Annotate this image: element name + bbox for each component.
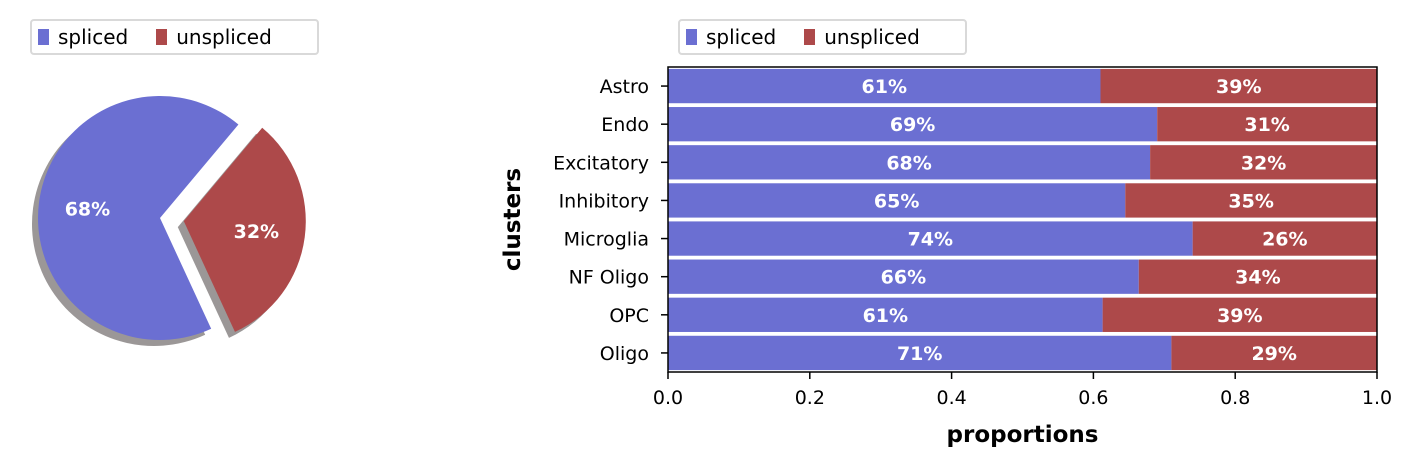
bar-label-unspliced-7: 29% [1251, 343, 1296, 365]
y-tick-label-7: Oligo [600, 343, 649, 365]
y-tick-label-3: Inhibitory [559, 190, 649, 212]
bar-unspliced-5 [1138, 259, 1377, 294]
x-tick-label-3: 0.6 [1078, 387, 1108, 409]
x-tick-label-5: 1.0 [1362, 387, 1392, 409]
bar-spliced-1 [668, 107, 1158, 142]
bar-label-unspliced-0: 39% [1216, 76, 1261, 98]
bar-label-spliced-3: 65% [874, 190, 919, 212]
y-tick-label-4: Microglia [564, 229, 649, 251]
plot-frame [667, 66, 1378, 373]
pie-legend: spliced unspliced [30, 19, 319, 55]
legend-swatch-spliced [686, 29, 697, 45]
bar-label-spliced-1: 69% [890, 114, 935, 136]
y-tick-label-5: NF Oligo [569, 267, 649, 289]
legend-item-unspliced: unspliced [804, 25, 920, 49]
bar-unspliced-4 [1192, 221, 1377, 256]
y-axis-title: clusters [500, 168, 526, 271]
legend-item-unspliced: unspliced [156, 25, 272, 49]
bar-label-unspliced-1: 31% [1244, 114, 1289, 136]
legend-label-spliced: spliced [58, 25, 129, 49]
legend-swatch-unspliced [156, 29, 168, 45]
y-tick-label-2: Excitatory [553, 152, 649, 174]
bar-spliced-5 [668, 259, 1139, 294]
pie-value-label-spliced: 68% [65, 198, 110, 220]
bar-label-unspliced-3: 35% [1228, 190, 1273, 212]
x-tick-label-4: 0.8 [1220, 387, 1250, 409]
bar-label-unspliced-5: 34% [1235, 267, 1280, 289]
bar-unspliced-1 [1157, 107, 1377, 142]
bar-label-unspliced-4: 26% [1262, 229, 1307, 251]
bar-spliced-0 [668, 68, 1101, 104]
legend-label-spliced: spliced [706, 25, 777, 49]
bar-unspliced-0 [1100, 68, 1377, 104]
bar-unspliced-7 [1171, 335, 1377, 371]
bar-label-spliced-4: 74% [908, 229, 953, 251]
x-tick-label-1: 0.2 [795, 387, 825, 409]
bar-unspliced-6 [1102, 297, 1377, 332]
bar-unspliced-3 [1125, 183, 1377, 218]
pie-slice-spliced [37, 95, 239, 340]
bar-spliced-2 [668, 145, 1151, 180]
bar-spliced-6 [668, 297, 1103, 332]
x-tick-label-2: 0.4 [936, 387, 966, 409]
legend-item-spliced: spliced [38, 25, 128, 49]
legend-item-spliced: spliced [686, 25, 776, 49]
pie-chart: 68% 32% [31, 95, 306, 346]
bar-spliced-3 [668, 183, 1126, 218]
bar-label-spliced-7: 71% [897, 343, 942, 365]
pie-value-label-unspliced: 32% [234, 221, 279, 243]
x-axis-title: proportions [947, 422, 1099, 448]
legend-swatch-spliced [38, 29, 49, 45]
stacked-bar-chart: 61% 39% Astro 69% 31% Endo 68% 32% Excitatory 65%… [500, 66, 1392, 448]
bar-label-unspliced-2: 32% [1241, 152, 1286, 174]
y-tick-label-6: OPC [609, 305, 649, 327]
x-tick-label-0: 0.0 [653, 387, 683, 409]
legend-swatch-unspliced [804, 29, 816, 45]
legend-label-unspliced: unspliced [176, 25, 272, 49]
y-tick-label-0: Astro [600, 76, 649, 98]
bar-spliced-4 [668, 221, 1193, 256]
bar-label-spliced-5: 66% [881, 267, 926, 289]
bar-legend: spliced unspliced [678, 19, 967, 55]
y-tick-label-1: Endo [601, 114, 649, 136]
bar-unspliced-2 [1150, 145, 1377, 180]
legend-label-unspliced: unspliced [824, 25, 920, 49]
pie-slice-unspliced [183, 127, 306, 332]
bar-label-spliced-2: 68% [886, 152, 931, 174]
bar-spliced-7 [668, 335, 1172, 371]
bar-label-spliced-0: 61% [862, 76, 907, 98]
bar-label-spliced-6: 61% [863, 305, 908, 327]
bar-label-unspliced-6: 39% [1217, 305, 1262, 327]
